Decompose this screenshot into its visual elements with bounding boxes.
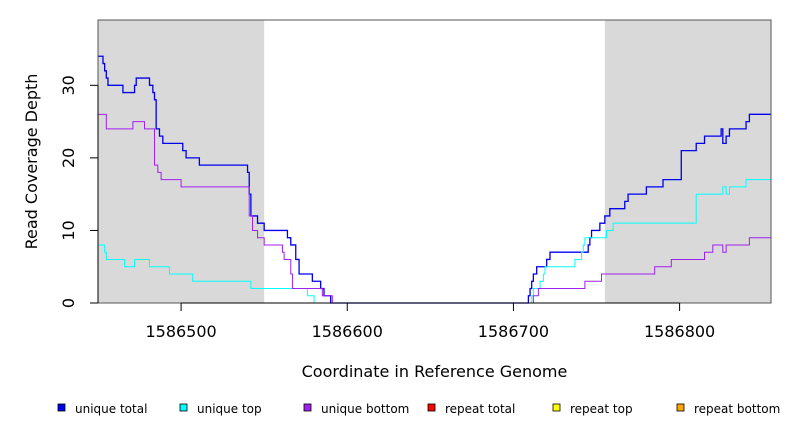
legend-swatch (427, 403, 436, 412)
legend-swatch (57, 403, 66, 412)
shaded-region-1 (604, 20, 771, 303)
axes: 1586500 1586600 1586700 1586800 0 10 20 30 (59, 75, 715, 341)
legend-swatch (179, 403, 188, 412)
y-tick-label: 20 (59, 148, 78, 168)
legend-swatch (676, 403, 685, 412)
y-tick-label: 30 (59, 75, 78, 95)
legend: unique total unique top unique bottom repea… (57, 402, 780, 416)
x-tick-label: 1586800 (644, 322, 715, 341)
legend-label: repeat bottom (694, 402, 780, 416)
legend-label: unique top (197, 402, 262, 416)
legend-label: unique total (75, 402, 147, 416)
y-tick-label: 0 (59, 298, 78, 308)
y-axis-label: Read Coverage Depth (22, 74, 41, 250)
legend-label: repeat top (570, 402, 633, 416)
legend-label: repeat total (445, 402, 515, 416)
shaded-regions (98, 20, 771, 303)
legend-swatch (303, 403, 312, 412)
shaded-region-0 (98, 20, 265, 303)
x-axis-label: Coordinate in Reference Genome (302, 362, 568, 381)
series-line-unique-total (98, 55, 771, 304)
legend-swatch (552, 403, 561, 412)
y-tick-label: 10 (59, 220, 78, 240)
x-tick-label: 1586700 (478, 322, 549, 341)
x-tick-label: 1586600 (312, 322, 383, 341)
x-tick-label: 1586500 (145, 322, 216, 341)
series-line-unique-bottom (98, 113, 771, 304)
legend-label: unique bottom (321, 402, 409, 416)
